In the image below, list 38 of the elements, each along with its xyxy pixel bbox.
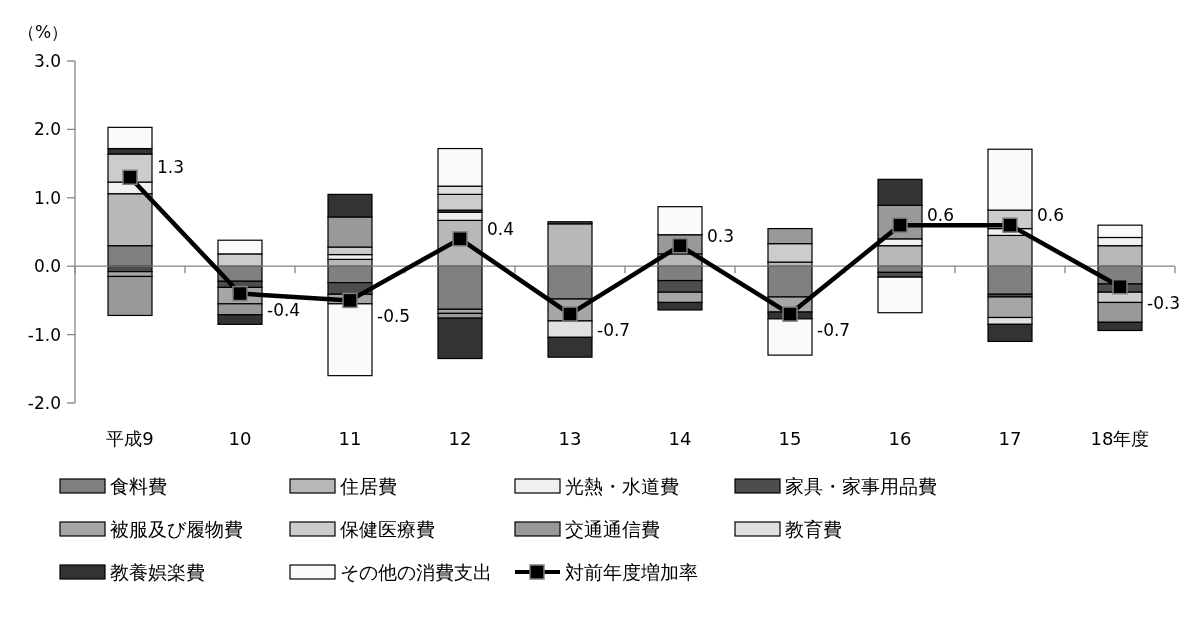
legend-label: 被服及び履物費	[110, 518, 243, 540]
data-label: 1.3	[157, 157, 185, 178]
legend-label: 光熱・水道費	[565, 475, 679, 497]
y-tick-label: 1.0	[33, 187, 61, 208]
data-label: 0.6	[1037, 205, 1065, 226]
x-tick-label: 18年度	[1090, 428, 1150, 449]
data-label: -0.3	[1147, 292, 1181, 313]
y-tick-label: -1.0	[27, 324, 61, 345]
legend-label: 教養娯楽費	[110, 561, 205, 583]
x-tick-label: 15	[778, 428, 802, 449]
data-label: -0.7	[597, 320, 631, 341]
x-tick-label: 12	[448, 428, 472, 449]
data-label: -0.7	[817, 320, 851, 341]
y-tick-label: 2.0	[33, 119, 61, 140]
legend-label: 家具・家事用品費	[785, 475, 937, 497]
data-label: 0.4	[487, 218, 515, 239]
legend-label: 教育費	[785, 518, 842, 540]
legend-label: 対前年度増加率	[565, 561, 698, 583]
y-tick-label: 3.0	[33, 51, 61, 71]
x-tick-label: 13	[558, 428, 582, 449]
x-tick-label: 17	[998, 428, 1022, 449]
x-tick-label: 10	[228, 428, 252, 449]
legend-label: 保健医療費	[340, 518, 435, 540]
y-axis-title: （%）	[18, 22, 69, 42]
x-tick-label: 16	[888, 428, 912, 449]
y-tick-label: 0.0	[33, 256, 61, 277]
x-tick-label: 11	[338, 428, 362, 449]
data-label: -0.4	[267, 299, 301, 320]
data-label: 0.3	[707, 225, 735, 246]
data-label: -0.5	[377, 306, 411, 327]
data-label: 0.6	[927, 205, 955, 226]
x-tick-label: 14	[668, 428, 692, 449]
legend-label: その他の消費支出	[340, 561, 492, 583]
legend-label: 交通通信費	[565, 518, 660, 540]
legend-label: 住居費	[339, 475, 397, 497]
x-tick-label: 平成9	[106, 428, 154, 449]
y-tick-label: -2.0	[27, 393, 61, 413]
legend-label: 食料費	[110, 475, 167, 497]
